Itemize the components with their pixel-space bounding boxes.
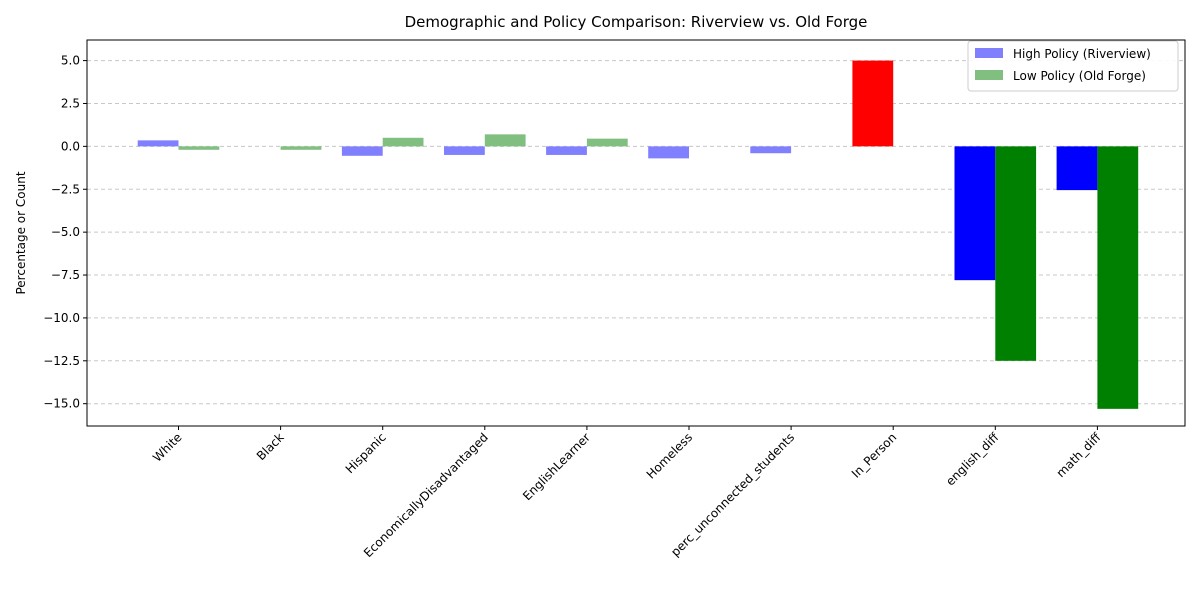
y-tick-label: −15.0 [43,397,80,411]
x-tick-label: Homeless [644,430,695,481]
bar-riverview-math_diff [1056,146,1098,191]
bar-riverview-EconomicallyDisadvantaged [444,146,485,155]
x-tick-label: perc_unconnected_students [668,430,797,559]
bar-old-forge-EnglishLearner [586,138,628,147]
legend-box [967,40,1179,92]
x-axis: White Black HispanicEconomicallyDisadvanta… [150,426,1104,560]
bar-riverview-White [137,140,179,147]
bars-group [137,60,1139,409]
x-tick-label: EnglishLearner [520,430,593,503]
bar-riverview-Homeless [648,146,689,159]
x-tick-label: White [150,430,185,465]
y-axis: 5.0 2.5 0.0 −2.5 −5.0 −7.5 −10.0 −12.5 −15.0 [43,54,87,411]
x-tick-label: EconomicallyDisadvantaged [361,430,491,560]
x-tick-label: english_diff [943,430,1002,489]
bar-riverview-Hispanic [341,146,383,156]
bar-riverview-EnglishLearner [546,146,587,155]
x-tick-label: math_diff [1054,430,1104,480]
chart-title: Demographic and Policy Comparison: River… [405,13,868,31]
bar-old-forge-Black [280,146,322,150]
x-tick-label: Black [254,430,287,463]
y-axis-label: Percentage or Count [14,171,28,294]
y-tick-label: −12.5 [43,354,80,368]
legend-label: Low Policy (Old Forge) [1013,69,1146,83]
legend-swatch [975,70,1003,80]
legend-label: High Policy (Riverview) [1013,47,1151,61]
bar-old-forge-math_diff [1097,146,1139,409]
y-tick-label: 2.5 [61,96,80,110]
bar-riverview-perc_unconnected_students [750,146,792,154]
plot-frame [86,39,1186,427]
gridlines [87,60,1185,405]
y-tick-label: −7.5 [51,268,80,282]
bar-old-forge-english_diff [995,146,1037,361]
bar-riverview-english_diff [954,146,996,281]
bar-old-forge-Hispanic [382,137,424,147]
y-tick-label: −5.0 [51,225,80,239]
x-tick-label: In_Person [849,430,900,481]
legend-swatch [975,48,1003,58]
y-tick-label: −10.0 [43,311,80,325]
y-tick-label: 0.0 [61,139,80,153]
x-tick-label: Hispanic [343,430,389,476]
bar-riverview-In_Person [852,60,894,147]
bar-old-forge-White [178,146,220,150]
y-tick-label: −2.5 [51,182,80,196]
legend: High Policy (Riverview) Low Policy (Old F… [967,40,1179,92]
y-tick-label: 5.0 [61,54,80,68]
bar-old-forge-EconomicallyDisadvantaged [484,134,526,147]
